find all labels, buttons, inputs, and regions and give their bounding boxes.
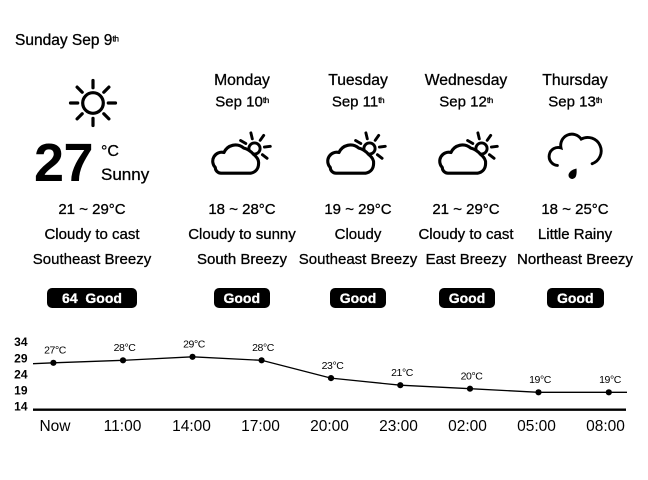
svg-text:19°C: 19°C [599, 374, 622, 386]
svg-text:24: 24 [14, 367, 28, 381]
svg-text:34: 34 [14, 335, 28, 349]
svg-text:19°C: 19°C [529, 374, 552, 386]
svg-text:27°C: 27°C [44, 345, 67, 357]
svg-text:23°C: 23°C [322, 360, 345, 372]
svg-text:20:00: 20:00 [310, 418, 349, 435]
svg-text:29: 29 [14, 351, 28, 365]
svg-text:20°C: 20°C [461, 371, 484, 383]
svg-text:08:00: 08:00 [586, 418, 625, 435]
svg-text:29°C: 29°C [183, 339, 206, 351]
svg-text:11:00: 11:00 [104, 418, 142, 435]
svg-text:14:00: 14:00 [172, 418, 211, 435]
svg-text:17:00: 17:00 [241, 418, 280, 435]
svg-text:21°C: 21°C [391, 367, 414, 379]
svg-text:Now: Now [39, 418, 71, 435]
svg-text:05:00: 05:00 [517, 418, 556, 435]
svg-text:19: 19 [14, 384, 28, 398]
svg-text:14: 14 [14, 400, 28, 414]
svg-text:23:00: 23:00 [379, 418, 418, 435]
svg-text:02:00: 02:00 [448, 418, 487, 435]
svg-text:28°C: 28°C [252, 342, 275, 354]
svg-text:28°C: 28°C [114, 342, 137, 354]
